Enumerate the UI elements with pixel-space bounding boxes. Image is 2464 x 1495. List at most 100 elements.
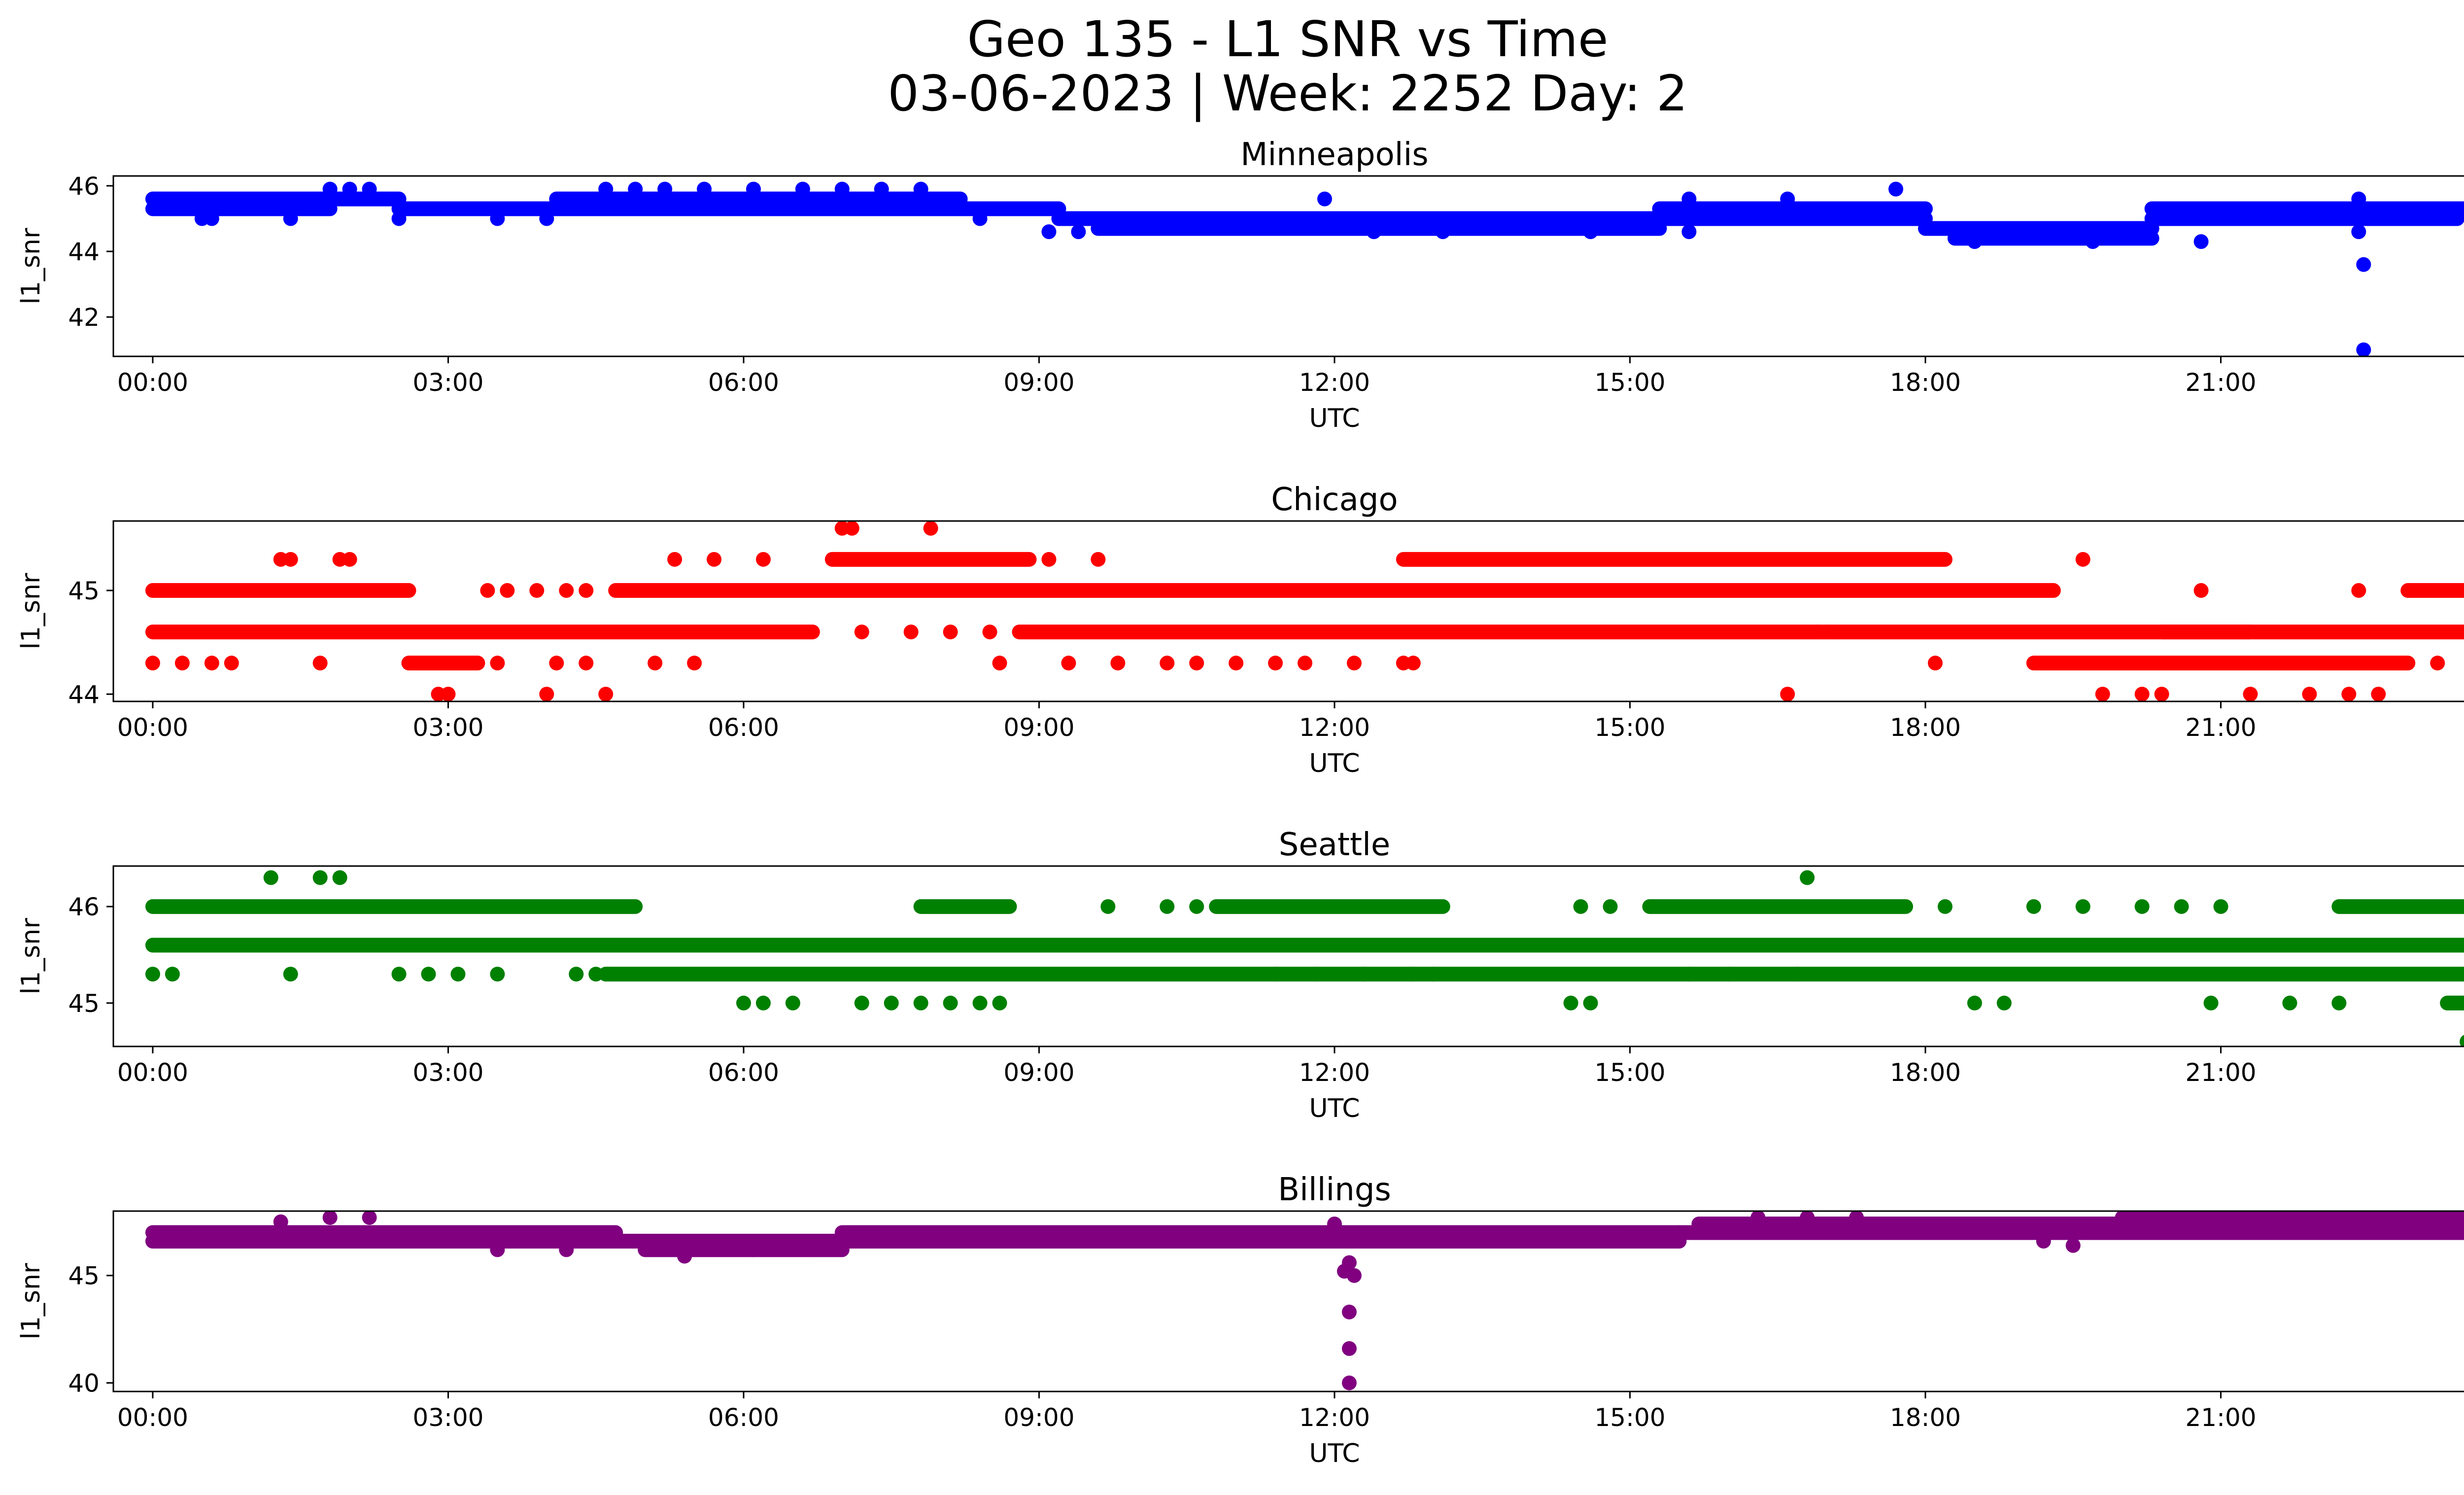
data-point [2036,1234,2051,1249]
data-point [2351,224,2366,240]
data-point [145,656,160,671]
data-point [332,870,347,885]
data-point [2203,995,2219,1010]
data-point [204,656,219,671]
x-tick-label: 21:00 [2186,713,2257,742]
data-point [598,181,614,197]
x-tick-label: 00:00 [117,1403,188,1432]
x-tick-label: 15:00 [1594,1058,1665,1087]
data-point [697,181,712,197]
data-point [755,995,771,1010]
y-tick-label: 40 [68,1369,100,1398]
y-tick-label: 46 [68,893,100,921]
data-point [1327,1217,1342,1232]
data-point [755,552,771,567]
x-tick-label: 18:00 [1890,1058,1961,1087]
data-point [441,687,456,701]
x-axis-label: UTC [1309,749,1360,778]
x-tick-label: 21:00 [2186,1403,2257,1432]
data-point [1160,899,1175,914]
data-point [1405,656,1421,671]
subplot-chicago: Chicago 44 45 00:00 03:00 06:00 09:00 12:00 15:0… [16,482,2464,778]
data-point [569,967,584,982]
data-point [2430,656,2445,671]
data-point [834,181,850,197]
data-point [1100,899,1116,914]
data-point [1967,234,1982,249]
y-tick-label: 46 [68,172,100,201]
data-point [2174,899,2189,914]
data-point [1819,625,1835,640]
x-tick-label: 12:00 [1299,368,1370,397]
data-point [2331,995,2347,1010]
data-point [1041,224,1057,240]
data-point [391,211,407,226]
data-point [283,211,298,226]
subplot-billings: Billings 40 45 00:00 03:00 06:00 09:00 12:00 15:… [16,1172,2464,1468]
data-point [1800,1211,1815,1225]
x-tick-label: 21:00 [2186,1058,2257,1087]
data-point [972,995,988,1010]
x-tick-label: 06:00 [708,713,779,742]
data-point [2085,234,2100,249]
data-point [1189,656,1204,671]
data-point [283,967,298,982]
data-point [204,211,219,226]
data-point [1268,656,1283,671]
data-point [174,656,190,671]
data-point [1996,995,2012,1010]
data-point [2410,1211,2426,1221]
x-tick-label: 15:00 [1594,1403,1665,1432]
data-point [2026,899,2041,914]
data-point [490,656,505,671]
data-point [263,870,278,885]
data-point [1435,224,1450,240]
x-tick-label: 03:00 [412,1403,483,1432]
x-tick-label: 03:00 [412,713,483,742]
data-point [1681,191,1697,207]
data-point [1938,899,1952,914]
data-point [283,552,298,567]
data-point [1061,656,1076,671]
data-point [677,1249,692,1264]
x-tick-label: 03:00 [412,1058,483,1087]
x-tick-label: 00:00 [117,368,188,397]
data-point [648,656,663,671]
data-point [362,1211,377,1225]
data-point [884,995,899,1010]
data-point [529,583,545,598]
figure-subtitle: 03-06-2023 | Week: 2252 Day: 2 [888,65,1688,122]
data-point [391,967,407,982]
data-point [854,995,869,1010]
data-point [795,181,810,197]
subplot-title-minneapolis: Minneapolis [1240,137,1428,173]
y-axis-label: l1_snr [16,918,46,995]
y-axis-label: l1_snr [16,573,46,650]
series-minneapolis [145,181,2464,356]
series-chicago [145,521,2464,701]
y-axis-label: l1_snr [16,1263,46,1340]
x-tick-label: 15:00 [1594,368,1665,397]
x-tick-label: 12:00 [1299,1058,1370,1087]
data-point [1573,899,1588,914]
data-point [490,967,505,982]
data-point [943,995,958,1010]
data-point [1583,995,1598,1010]
y-axis-label: l1_snr [16,228,46,305]
subplot-minneapolis: Minneapolis 42 44 46 00:00 03:00 06:00 09:00 12:… [16,137,2464,433]
data-point [2356,257,2371,272]
data-point [322,1211,338,1225]
data-point [2065,1238,2081,1253]
y-tick-label: 45 [68,1262,100,1290]
x-tick-label: 03:00 [412,368,483,397]
data-point [2341,687,2357,701]
data-point [1346,656,1362,671]
axes-frame [112,520,2464,702]
data-point [579,583,594,598]
data-point [2134,899,2150,914]
data-point [549,656,564,671]
series-seattle [145,870,2464,1046]
data-point [982,625,997,640]
data-point [1780,687,1795,701]
